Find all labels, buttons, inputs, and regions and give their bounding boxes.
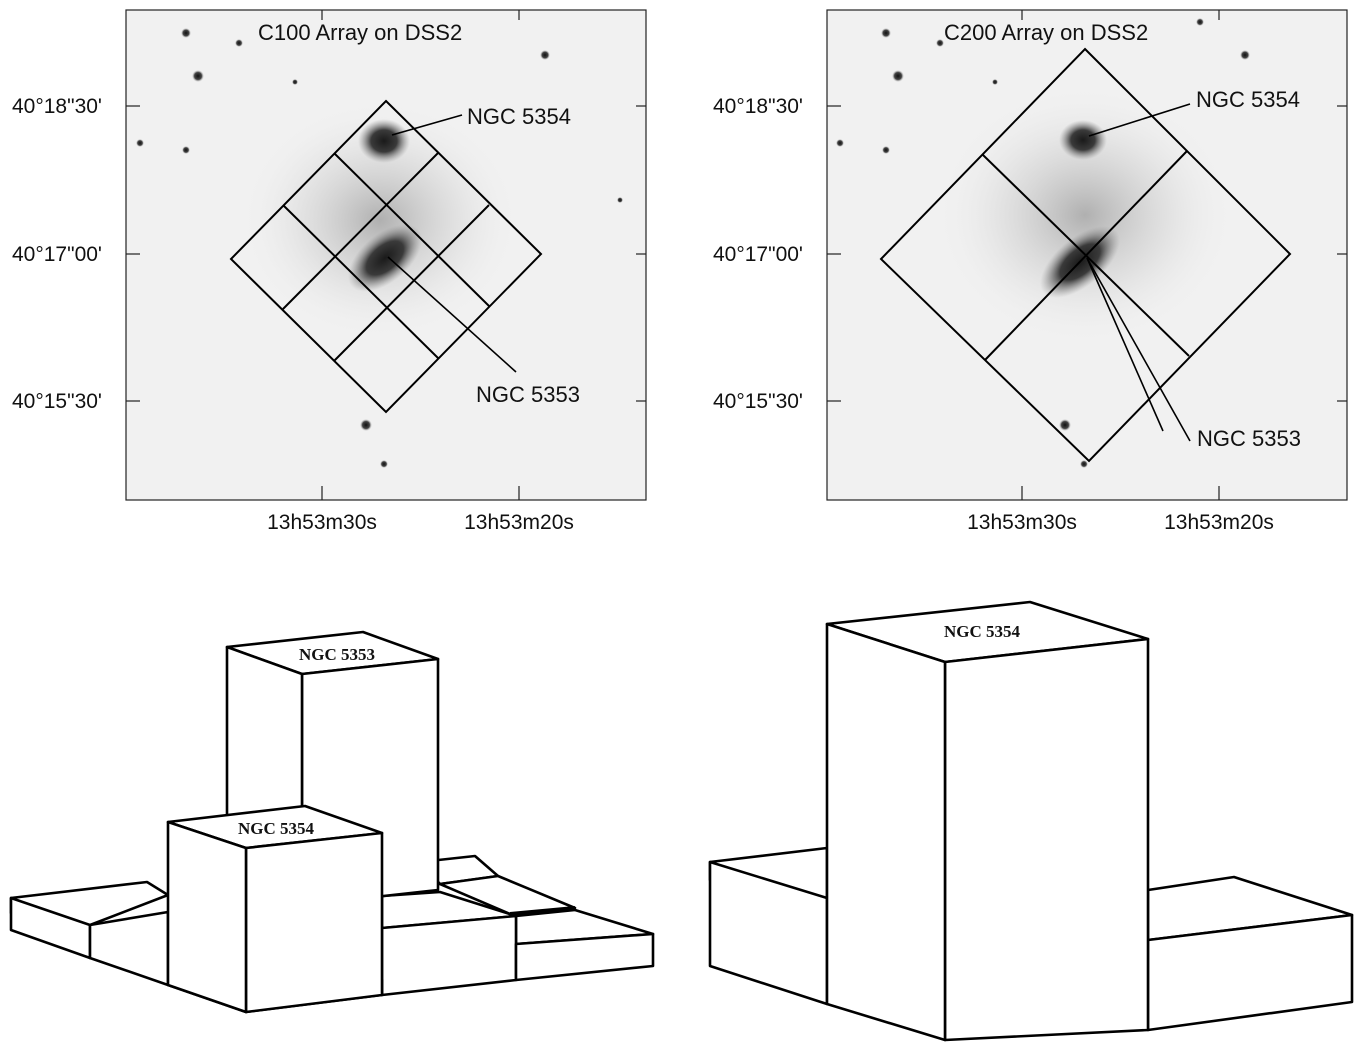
c100-detector-grid (229, 99, 543, 414)
c200-3d-histogram (708, 600, 1354, 1042)
c100-galaxy-halo (240, 100, 520, 340)
c200-panel: NGC 5354 NGC 5353 C200 Array on DSS2 40°… (713, 9, 1348, 534)
c100-ngc5353-label: NGC 5353 (476, 382, 580, 407)
c200-dec-tick: 40°15"30' (713, 390, 803, 413)
c200-ngc5354-label: NGC 5354 (1196, 87, 1300, 112)
c100-axis-ticks (126, 10, 646, 500)
c100-title: C100 Array on DSS2 (258, 20, 462, 45)
c200-ngc5353-pointer (1086, 257, 1164, 432)
c200-ngc5353-label: NGC 5353 (1197, 426, 1301, 451)
c200-dec-tick: 40°18"30' (713, 95, 803, 118)
c100-galaxy-ngc5354-image (358, 119, 410, 163)
c200-ngc5354-block-front (943, 637, 1150, 1042)
c100-base-slab (88, 910, 170, 987)
c100-panel: NGC 5354 NGC 5353 C100 Array on DSS2 40°… (12, 9, 647, 534)
c100-ngc5354-pointer (391, 114, 463, 136)
c100-galaxy-ngc5353-image (347, 224, 423, 292)
c100-ngc5353-pointer (387, 256, 517, 373)
c200-3d-ngc5354-label: NGC 5354 (944, 622, 1021, 641)
c100-dec-tick: 40°17"00' (12, 243, 102, 266)
c100-3d-histogram (9, 630, 655, 1014)
c100-dec-tick: 40°18"30' (12, 95, 102, 118)
c100-ngc5354-label: NGC 5354 (467, 104, 571, 129)
c100-ra-tick: 13h53m30s (267, 511, 377, 534)
c100-ngc5354-block-side (166, 820, 248, 1014)
c100-base-slab (380, 914, 518, 997)
c200-galaxy-halo (935, 85, 1235, 345)
c200-detector-grid (879, 47, 1292, 463)
c200-dec-tick: 40°17"00' (713, 243, 803, 266)
c200-ra-tick: 13h53m30s (967, 511, 1077, 534)
c200-stars (836, 18, 1250, 468)
c100-base-slab (514, 932, 655, 982)
c200-ngc5353-pointer (1086, 257, 1191, 442)
c200-ngc5354-block-side (825, 622, 947, 1042)
c100-3d-ngc5353-label: NGC 5353 (299, 645, 375, 664)
c200-axis-ticks (827, 10, 1347, 500)
c200-title: C200 Array on DSS2 (944, 20, 1148, 45)
c100-stars (136, 28, 623, 468)
c100-ngc5354-block-front (244, 831, 384, 1014)
c200-ngc5354-pointer (1088, 103, 1191, 137)
c100-3d-ngc5354-label: NGC 5354 (238, 819, 315, 838)
c200-galaxy-ngc5354-image (1059, 120, 1107, 160)
c100-ra-tick: 13h53m20s (464, 511, 574, 534)
c200-ra-tick: 13h53m20s (1164, 511, 1274, 534)
c100-dec-tick: 40°15"30' (12, 390, 102, 413)
